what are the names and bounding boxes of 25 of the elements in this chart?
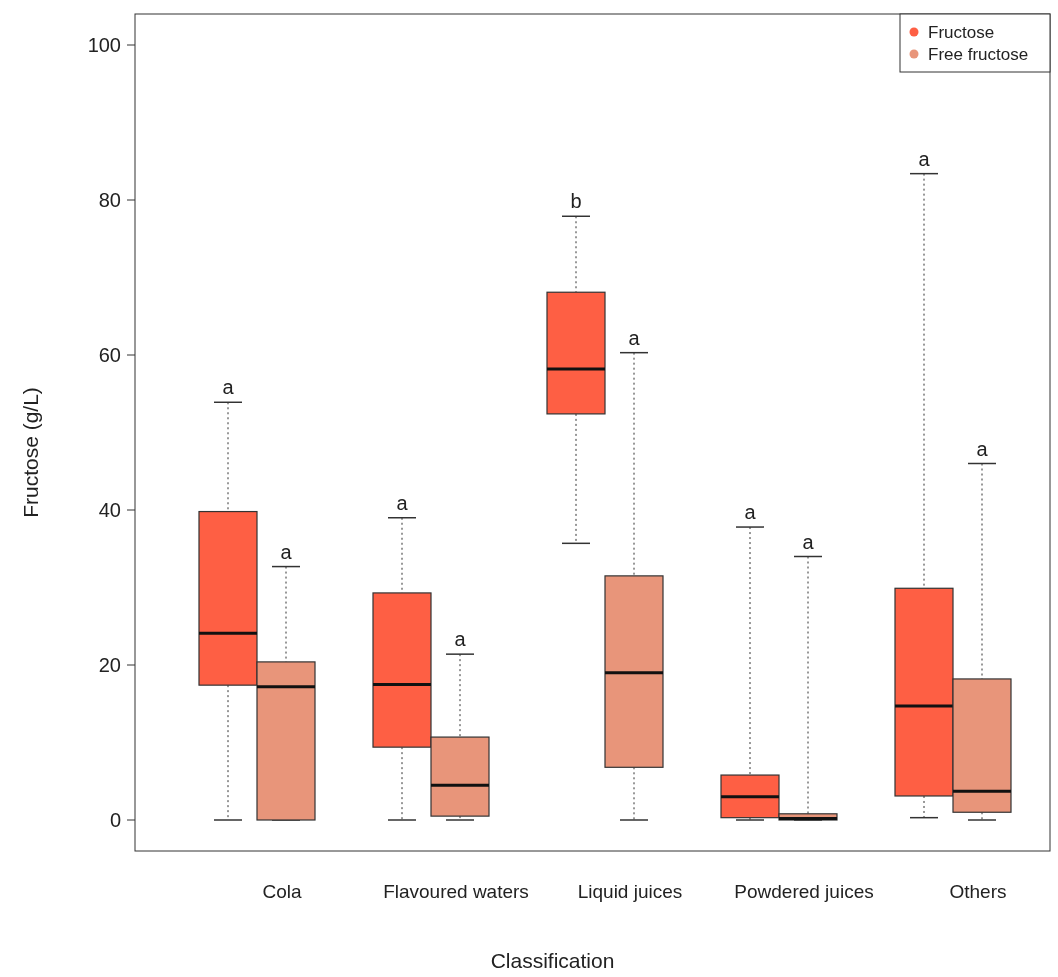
x-axis-title: Classification [490,949,615,972]
y-tick-label: 40 [98,499,121,521]
y-tick-label: 80 [98,189,121,211]
annotation: a [222,376,235,399]
legend-label: Free fructose [928,44,1029,64]
y-tick-label: 20 [98,654,121,676]
y-tick-label: 0 [109,809,121,831]
x-tick-label: Others [949,881,1007,902]
y-axis-title: Fructose (g/L) [19,387,42,518]
annotation: a [454,628,467,651]
x-tick-label: Cola [262,881,302,902]
annotation: a [976,437,989,460]
annotation: a [396,491,409,514]
annotation: a [280,540,293,563]
y-tick-label: 60 [98,344,121,366]
annotation: b [570,190,582,213]
x-tick-label: Powdered juices [734,881,874,902]
annotation: a [744,501,757,524]
y-tick-label: 100 [87,34,121,56]
x-tick-label: Flavoured waters [383,881,529,902]
legend-label: Fructose [928,22,995,42]
annotation: a [628,326,641,349]
annotation: a [802,530,815,553]
annotation: a [918,147,931,170]
x-tick-label: Liquid juices [577,881,683,902]
